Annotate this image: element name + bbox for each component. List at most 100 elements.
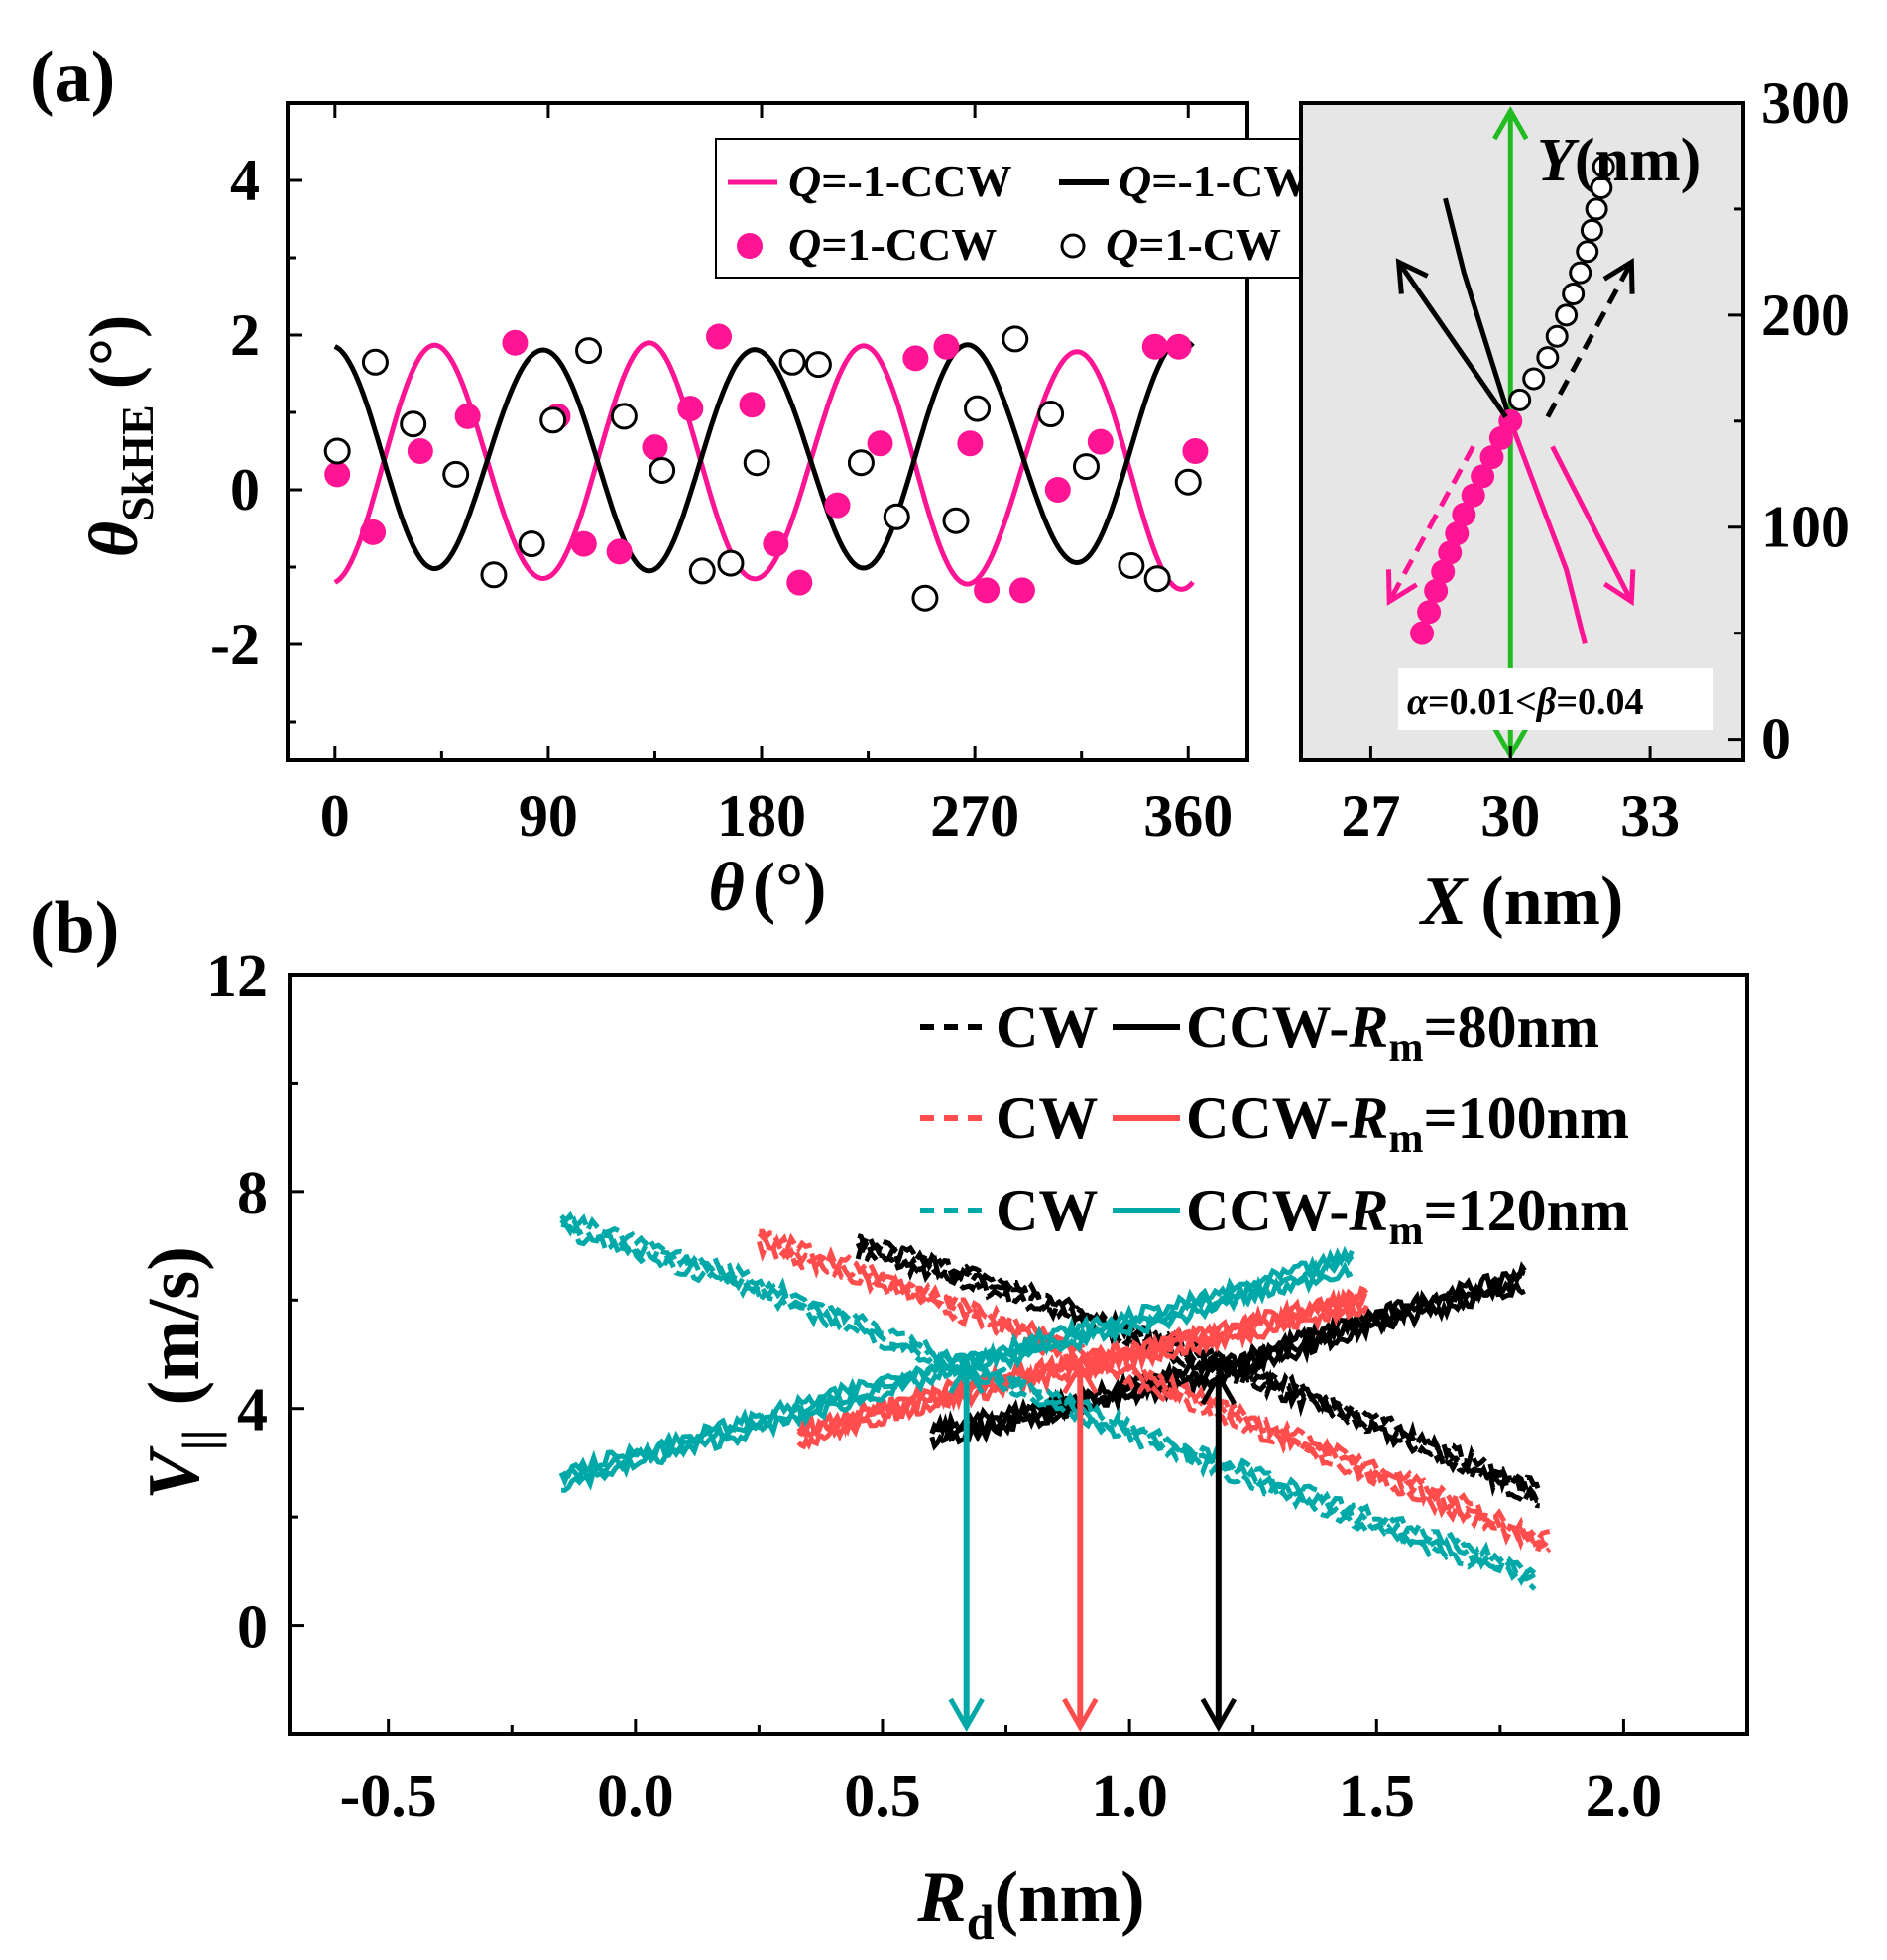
point-q-1-cw [575, 337, 603, 365]
inset-point-q-1-cw [1576, 240, 1599, 264]
arrow-pink-dashed-head [1385, 569, 1418, 607]
inset-point-q-1-ccw [1417, 600, 1442, 625]
inset-point-q-1-ccw [1424, 578, 1449, 603]
chart-b: -0.5 0.0 0.5 1.0 1.5 2.0 0 4 8 12 V||(m/s) Rd(nm)… [134, 943, 1749, 1950]
point-q-1-ccw [933, 333, 960, 360]
tick-label-y: 2 [230, 302, 260, 368]
inset-point-q-1-cw [1580, 218, 1603, 242]
series-line-ccw-rm-100nm [796, 1285, 1369, 1438]
chart-b-frame [288, 973, 1749, 1736]
tick-label-y: 0 [237, 1594, 268, 1662]
inset-point-q-1-cw [1569, 261, 1592, 285]
tick-label-x: 90 [519, 783, 578, 849]
point-q-1-cw [847, 449, 875, 477]
point-q-1-cw [323, 437, 351, 465]
tick-label-x: 0.0 [597, 1763, 674, 1830]
point-q-1-cw [518, 530, 545, 558]
point-q-1-ccw [1008, 577, 1035, 604]
inset-frame [1299, 101, 1745, 762]
tick-label-x: 270 [930, 783, 1019, 849]
tick-label-y: 4 [237, 1377, 268, 1444]
series-line-q-1-ccw [333, 340, 1195, 592]
inset-ylabel: Y(nm) [1537, 127, 1701, 194]
inset-point-q-1-ccw [1461, 483, 1485, 508]
inset-point-q-1-cw [1585, 197, 1608, 221]
tick-label-y: 4 [230, 148, 260, 213]
inset-background [1301, 103, 1743, 760]
inset-point-q-1-cw [1536, 346, 1560, 370]
svg-text:CW: CW [996, 1086, 1098, 1151]
point-q-1-cw [480, 561, 508, 589]
point-q-1-ccw [1087, 428, 1114, 455]
point-q-1-ccw [1165, 333, 1192, 360]
svg-text:θSkHE(°): θSkHE(°) [76, 315, 163, 558]
point-q-1-ccw [739, 392, 766, 418]
panel-label-a: (a) [30, 37, 115, 118]
point-q-1-ccw [1182, 438, 1209, 464]
inset-tick-label-x: 33 [1620, 783, 1680, 849]
chart-a-main: 0 90 180 270 360 -2 0 2 4 θSkHE(°) θ (°) Q=-1-CCW… [76, 101, 1363, 926]
point-q-1-cw [610, 403, 638, 430]
point-q-1-ccw [324, 461, 351, 488]
point-q-1-cw [717, 549, 745, 577]
point-q-1-cw [1143, 565, 1171, 593]
svg-text:CW: CW [996, 994, 1098, 1060]
inset-annotation: α=0.01<β=0.04 [1398, 668, 1713, 730]
point-q-1-cw [1174, 468, 1202, 496]
inset-trajectory-q-1-cw [1443, 197, 1513, 422]
svg-text:CW: CW [996, 1178, 1098, 1243]
legend-row-rm100: CW CCW-Rm=100nm [920, 1086, 1629, 1162]
crossing-arrow-head-top [1062, 1359, 1099, 1395]
point-q-1-ccw [360, 519, 387, 545]
point-q-1-cw [883, 503, 910, 530]
tick-label-x: 2.0 [1586, 1763, 1663, 1830]
point-q-1-ccw [570, 530, 597, 557]
point-q-1-cw [649, 457, 676, 484]
point-q-1-cw [361, 348, 389, 376]
point-q-1-cw [743, 449, 770, 477]
tick-label-x: 180 [717, 783, 806, 849]
inset-point-q-1-ccw [1488, 425, 1513, 450]
series-line-cw-rm-100nm [757, 1231, 1552, 1550]
series-line-cw-rm-120nm [559, 1214, 1537, 1582]
point-q-1-cw [1118, 551, 1145, 579]
point-q-1-ccw [606, 538, 633, 565]
crossing-arrow-head-bottom [948, 1697, 985, 1733]
point-q-1-ccw [902, 345, 929, 372]
point-q-1-ccw [824, 492, 851, 519]
svg-text:Q=1-CW: Q=1-CW [1106, 219, 1281, 270]
tick-label-y: -2 [210, 612, 260, 677]
legend-swatch-q1-cw [1060, 233, 1086, 259]
point-q-1-ccw [763, 530, 789, 557]
chart-b-legend: CW CCW-Rm=80nm CW CCW-Rm=100nm CW CCW-Rm… [920, 994, 1629, 1254]
inset-xlabel: X (nm) [1419, 864, 1624, 940]
point-q-1-cw [942, 507, 970, 534]
point-q-1-cw [688, 557, 716, 585]
chart-b-xlabel: Rd(nm) [916, 1857, 1144, 1950]
series-line-ccw-rm-120nm [559, 1245, 1355, 1480]
inset-point-q-1-cw [1590, 176, 1613, 200]
inset-point-q-1-cw [1562, 282, 1586, 305]
series-line-cw-rm-100nm [756, 1240, 1552, 1556]
point-q-1-cw [442, 460, 470, 488]
inset-tick-label-y: 0 [1761, 707, 1791, 772]
point-q-1-ccw [642, 434, 668, 461]
svg-text:V||(m/s): V||(m/s) [134, 1246, 227, 1500]
tick-label-y: 0 [230, 457, 260, 522]
arrow-pink-solid [1550, 445, 1634, 603]
series-line-q-1-cw [333, 337, 1195, 574]
point-q-1-cw [539, 406, 567, 434]
arrow-black-dashed-head [1602, 257, 1635, 294]
point-q-1-cw [778, 348, 806, 376]
chart-a-xlabel: θ (°) [709, 850, 827, 926]
inset-trajectory-q-1-ccw [1507, 419, 1588, 645]
arrow-pink-dashed [1387, 445, 1475, 603]
arrow-pink-solid-head [1602, 569, 1636, 607]
point-q-1-cw [1072, 453, 1100, 481]
green-arrow-head-top [1492, 105, 1529, 141]
tick-label-x: 1.0 [1091, 1763, 1168, 1830]
inset-point-q-1-cw [1592, 155, 1615, 178]
chart-b-ylabel: V||(m/s) [134, 1246, 227, 1500]
chart-a-legend: Q=-1-CCW Q=-1-CW Q=1-CCW Q=1-CW [715, 138, 1363, 279]
series-line-cw-rm-100nm [759, 1228, 1551, 1542]
